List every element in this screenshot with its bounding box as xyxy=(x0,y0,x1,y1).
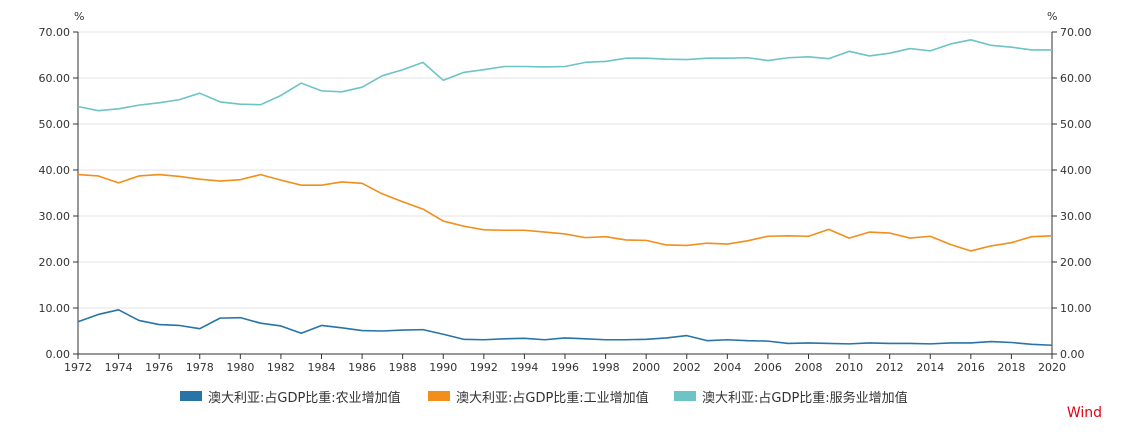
y-tick-left-0: 0.00 xyxy=(46,348,71,361)
x-tick-12: 1996 xyxy=(551,361,579,374)
y-tick-right-6: 60.00 xyxy=(1060,72,1092,85)
legend: 澳大利亚:占GDP比重:农业增加值 澳大利亚:占GDP比重:工业增加值 澳大利亚… xyxy=(0,386,1132,406)
x-tick-16: 2004 xyxy=(713,361,741,374)
x-tick-19: 2010 xyxy=(835,361,863,374)
y-axis-right: 0.00 10.00 20.00 30.00 40.00 50.00 60.00 70.00 xyxy=(1060,26,1092,361)
series-lines xyxy=(77,39,1053,347)
x-tick-5: 1982 xyxy=(267,361,295,374)
y-tick-right-3: 30.00 xyxy=(1060,210,1092,223)
y-tick-right-0: 0.00 xyxy=(1060,348,1085,361)
series-line-1[interactable] xyxy=(77,173,1053,252)
x-tick-3: 1978 xyxy=(186,361,214,374)
legend-item-agriculture[interactable]: 澳大利亚:占GDP比重:农业增加值 xyxy=(180,386,401,406)
y-tick-left-2: 20.00 xyxy=(39,256,71,269)
x-tick-22: 2016 xyxy=(957,361,985,374)
legend-item-services[interactable]: 澳大利亚:占GDP比重:服务业增加值 xyxy=(674,386,908,406)
x-tick-13: 1998 xyxy=(592,361,620,374)
legend-item-industry[interactable]: 澳大利亚:占GDP比重:工业增加值 xyxy=(428,386,649,406)
x-tick-21: 2014 xyxy=(916,361,944,374)
y-axis-left: 0.00 10.00 20.00 30.00 40.00 50.00 60.00 70.00 xyxy=(39,26,71,361)
legend-swatch-agriculture xyxy=(180,391,202,401)
y-tick-right-4: 40.00 xyxy=(1060,164,1092,177)
legend-swatch-services xyxy=(674,391,696,401)
legend-label-industry: 澳大利亚:占GDP比重:工业增加值 xyxy=(456,390,649,406)
x-tick-1: 1974 xyxy=(105,361,133,374)
series-line-0[interactable] xyxy=(77,309,1053,347)
x-tick-23: 2018 xyxy=(997,361,1025,374)
x-tick-2: 1976 xyxy=(145,361,173,374)
x-tick-4: 1980 xyxy=(226,361,254,374)
x-tick-24: 2020 xyxy=(1038,361,1066,374)
x-axis: 1972 1974 1976 1978 1980 1982 1984 1986 1988 1990… xyxy=(64,361,1066,374)
y-tick-left-5: 50.00 xyxy=(39,118,71,131)
legend-label-services: 澳大利亚:占GDP比重:服务业增加值 xyxy=(702,390,908,406)
legend-swatch-industry xyxy=(428,391,450,401)
y-tick-right-5: 50.00 xyxy=(1060,118,1092,131)
line-chart: % % 0.00 10.00 20.00 30.00 40.00 50.00 60.00 70… xyxy=(39,10,1092,374)
x-tick-10: 1992 xyxy=(470,361,498,374)
y-tick-right-2: 20.00 xyxy=(1060,256,1092,269)
y-unit-left: % xyxy=(74,10,84,23)
x-tick-14: 2000 xyxy=(632,361,660,374)
x-tick-17: 2006 xyxy=(754,361,782,374)
x-tick-15: 2002 xyxy=(673,361,701,374)
y-tick-left-1: 10.00 xyxy=(39,302,71,315)
x-tick-8: 1988 xyxy=(389,361,417,374)
gridlines xyxy=(78,31,1052,355)
x-tick-0: 1972 xyxy=(64,361,92,374)
x-tick-18: 2008 xyxy=(795,361,823,374)
series-line-2[interactable] xyxy=(77,39,1052,112)
y-tick-left-6: 60.00 xyxy=(39,72,71,85)
x-tick-20: 2012 xyxy=(876,361,904,374)
y-tick-left-4: 40.00 xyxy=(39,164,71,177)
y-tick-right-1: 10.00 xyxy=(1060,302,1092,315)
wind-watermark: Wind xyxy=(1066,405,1102,421)
y-tick-left-7: 70.00 xyxy=(39,26,71,39)
x-tick-7: 1986 xyxy=(348,361,376,374)
x-tick-9: 1990 xyxy=(429,361,457,374)
x-tick-11: 1994 xyxy=(510,361,538,374)
y-tick-right-7: 70.00 xyxy=(1060,26,1092,39)
y-unit-right: % xyxy=(1047,10,1057,23)
axes xyxy=(73,31,1057,359)
y-tick-left-3: 30.00 xyxy=(39,210,71,223)
x-tick-6: 1984 xyxy=(308,361,336,374)
legend-label-agriculture: 澳大利亚:占GDP比重:农业增加值 xyxy=(208,390,401,406)
